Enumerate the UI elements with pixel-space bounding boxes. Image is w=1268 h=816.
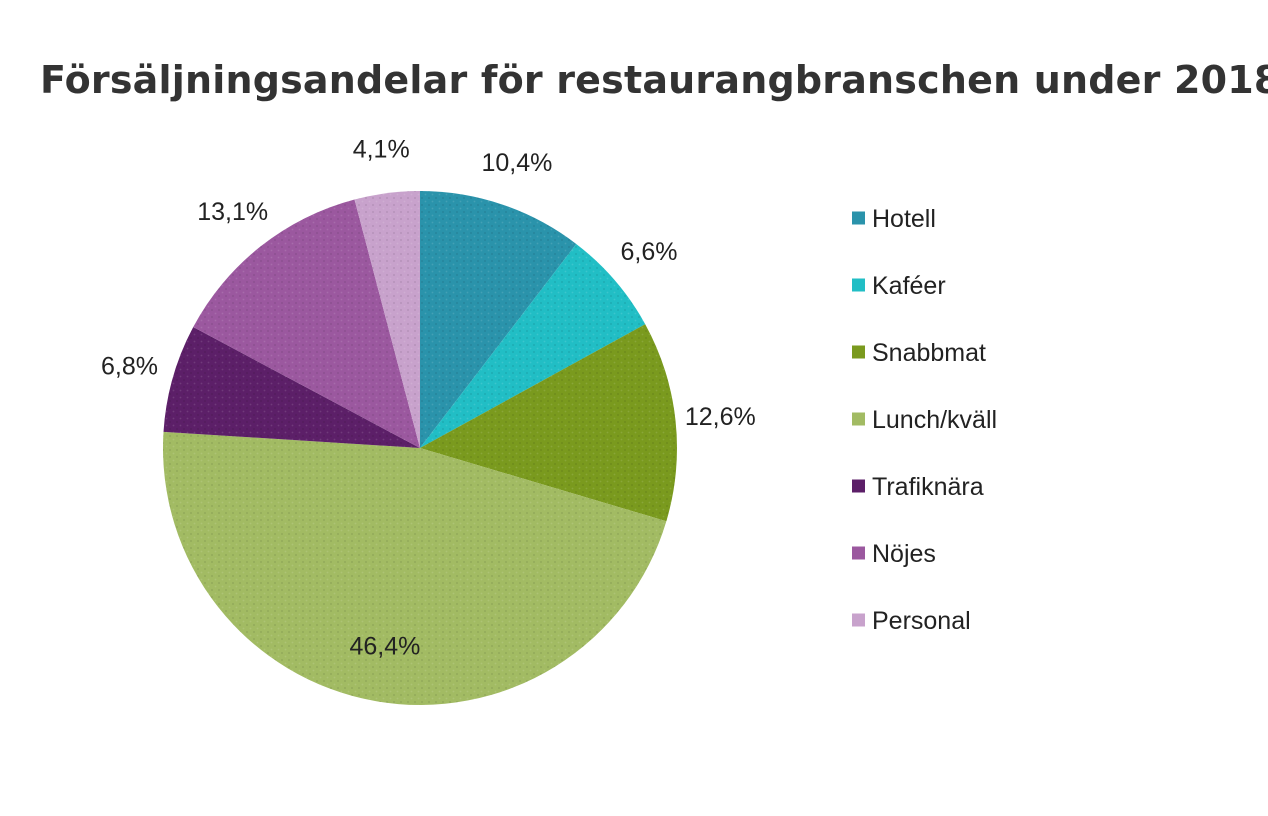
legend: Hotell Kaféer Snabbmat Lunch/kväll Trafiknär… — [852, 205, 997, 635]
legend-label-snabbmat: Snabbmat — [872, 339, 986, 367]
chart-title: Försäljningsandelar för restaurangbransc… — [40, 58, 1268, 102]
legend-item-snabbmat: Snabbmat — [852, 339, 986, 367]
data-label-lunch-kväll: 46,4% — [349, 632, 420, 660]
legend-label-trafiknära: Trafiknära — [872, 473, 984, 501]
legend-swatch-trafiknära — [852, 479, 865, 493]
legend-label-nöjes: Nöjes — [872, 540, 936, 568]
legend-item-trafiknära: Trafiknära — [852, 473, 984, 501]
legend-label-hotell: Hotell — [872, 205, 936, 233]
data-label-kaf-er: 6,6% — [621, 238, 678, 266]
legend-item-personal: Personal — [852, 607, 971, 635]
legend-swatch-snabbmat — [852, 345, 865, 359]
pie-slice-texture-personal — [354, 190, 420, 448]
legend-label-lunch-kväll: Lunch/kväll — [872, 406, 997, 434]
legend-swatch-nöjes — [852, 546, 865, 560]
pie-slice-texture-snabbmat — [420, 324, 677, 522]
pie-slice-texture-lunch-kväll — [163, 431, 667, 705]
data-label-nöjes: 13,1% — [197, 198, 268, 226]
legend-label-personal: Personal — [872, 607, 971, 635]
data-label-snabbmat: 12,6% — [685, 403, 756, 431]
pie-slice-texture-hotell — [420, 191, 577, 448]
legend-label-kaf-er: Kaféer — [872, 272, 946, 300]
pie-slice-texture-kaf-er — [420, 243, 646, 448]
legend-swatch-kaf-er — [852, 278, 865, 292]
pie-slice-texture-trafiknära — [163, 327, 420, 448]
data-label-personal: 4,1% — [353, 136, 410, 164]
legend-swatch-personal — [852, 613, 865, 627]
legend-item-hotell: Hotell — [852, 205, 936, 233]
legend-item-lunch-kväll: Lunch/kväll — [852, 406, 997, 434]
pie-texture — [163, 190, 677, 705]
legend-item-kaf-er: Kaféer — [852, 272, 946, 300]
legend-swatch-lunch-kväll — [852, 412, 865, 426]
legend-item-nöjes: Nöjes — [852, 540, 936, 568]
pie-value-labels: 10,4% 6,6% 12,6% 46,4% 6,8% 13,1% 4,1% — [101, 136, 756, 661]
pie-slice-texture-nöjes — [193, 199, 420, 448]
data-label-trafiknära: 6,8% — [101, 353, 158, 381]
data-label-hotell: 10,4% — [481, 149, 552, 177]
legend-swatch-hotell — [852, 211, 865, 225]
